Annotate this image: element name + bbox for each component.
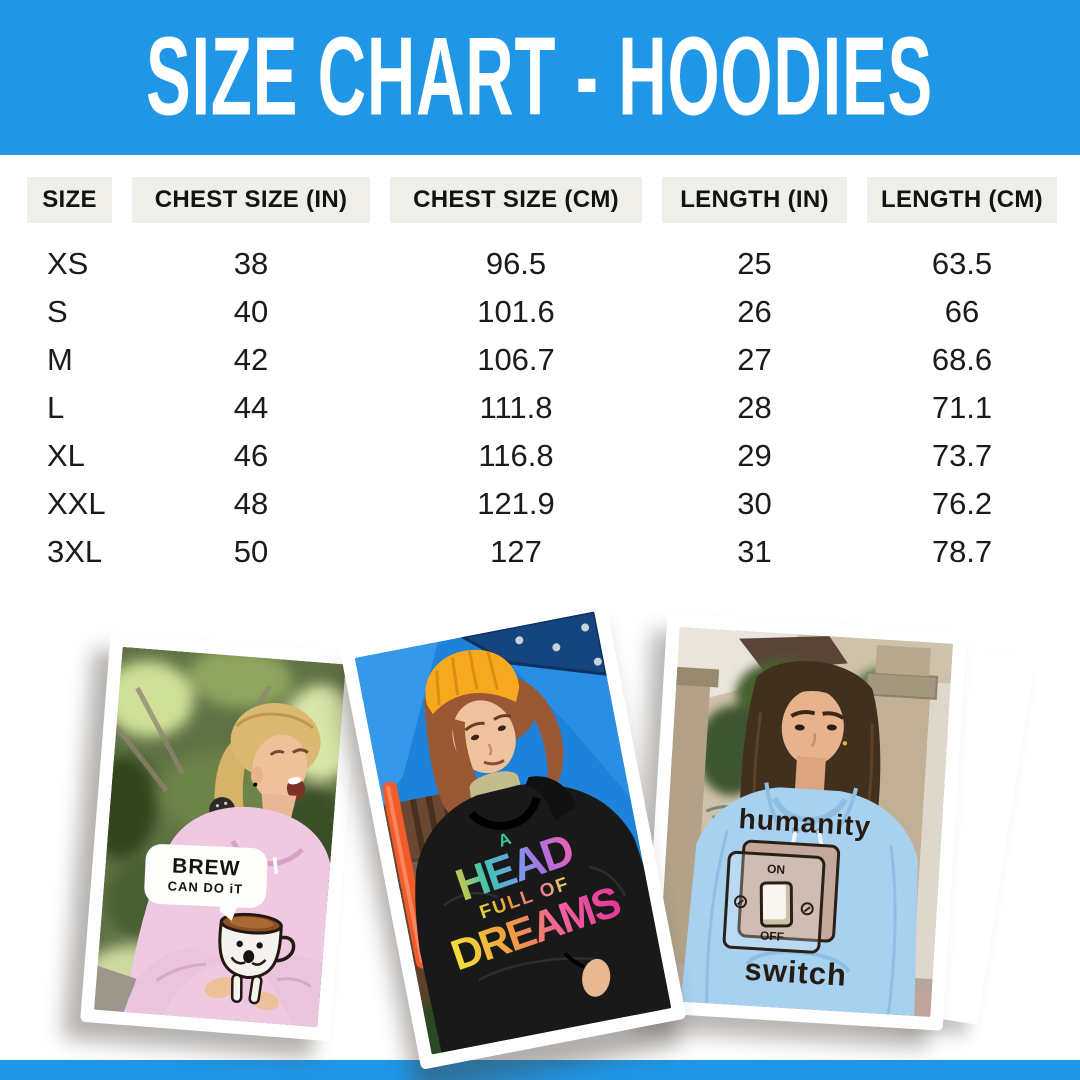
table-row-m: M 42 106.7 27 68.6 <box>27 336 1057 384</box>
cell-length-in: 31 <box>737 534 772 569</box>
cell-length-cm: 66 <box>944 294 980 329</box>
cell-length-cm: 68.6 <box>931 342 993 377</box>
screw-icon <box>733 894 748 909</box>
cell-length-cm: 63.5 <box>931 246 993 281</box>
photo-black-image: A HEAD FULL OF DREAMS <box>354 611 672 1055</box>
table-row-xs: XS 38 96.5 25 63.5 <box>27 240 1057 288</box>
column-header-length-cm: LENGTH (CM) <box>867 177 1057 223</box>
banner: SIZE CHART - HOODIES <box>0 0 1080 155</box>
cell-chest-in: 50 <box>233 534 269 569</box>
hoodie-photo-black: A HEAD FULL OF DREAMS <box>339 596 687 1070</box>
speech-bubble: BREW CAN DO iT <box>143 843 269 909</box>
switch-plate-graphic: ON OFF <box>722 838 846 955</box>
size-chart-table: SIZE CHEST SIZE (IN) CHEST SIZE (CM) LEN… <box>27 177 1057 576</box>
courtyard-scene <box>656 626 954 1018</box>
cell-length-cm: 73.7 <box>931 438 993 473</box>
cell-size: 3XL <box>47 534 103 569</box>
cell-chest-cm: 111.8 <box>479 390 553 425</box>
table-header-row: SIZE CHEST SIZE (IN) CHEST SIZE (CM) LEN… <box>27 177 1057 223</box>
bubble-text-can-do-it: CAN DO iT <box>167 878 244 897</box>
switch-plate-face: ON OFF <box>722 850 826 955</box>
cell-size: XXL <box>47 486 106 521</box>
cell-size: S <box>47 294 68 329</box>
switch-toggle <box>759 881 794 928</box>
cell-chest-in: 48 <box>233 486 269 521</box>
column-header-length-in: LENGTH (IN) <box>662 177 847 223</box>
man-black <box>415 649 672 1053</box>
cell-length-cm: 76.2 <box>931 486 993 521</box>
hoodie-photo-blue: humanity ON OFF switch <box>643 613 967 1031</box>
switch-off-label: OFF <box>759 928 785 944</box>
cell-chest-cm: 96.5 <box>485 246 547 281</box>
column-header-size: SIZE <box>27 177 112 223</box>
coffee-mug-graphic <box>218 912 296 1005</box>
switch-on-label: ON <box>766 861 786 877</box>
cell-size: XL <box>47 438 85 473</box>
cell-chest-cm: 116.8 <box>478 438 554 473</box>
table-body: XS 38 96.5 25 63.5 S 40 101.6 26 66 M 42… <box>27 240 1057 576</box>
forest-scene <box>94 646 346 1028</box>
cell-chest-in: 42 <box>233 342 269 377</box>
cell-chest-in: 46 <box>233 438 269 473</box>
cell-chest-in: 44 <box>233 390 269 425</box>
hoodie-photo-pink: BREW CAN DO iT <box>80 632 360 1042</box>
photo-pink-image: BREW CAN DO iT <box>94 646 346 1028</box>
cell-length-in: 25 <box>737 246 772 281</box>
column-header-chest-cm: CHEST SIZE (CM) <box>390 177 642 223</box>
cell-chest-in: 38 <box>233 246 269 281</box>
cell-chest-in: 40 <box>233 294 269 329</box>
cell-length-in: 26 <box>737 294 772 329</box>
cell-length-cm: 71.1 <box>931 390 993 425</box>
footer-stripe <box>0 1060 1080 1080</box>
playground-scene <box>354 611 672 1055</box>
cell-size: M <box>47 342 73 377</box>
table-row-l: L 44 111.8 28 71.1 <box>27 384 1057 432</box>
page-title: SIZE CHART - HOODIES <box>146 14 934 140</box>
cell-chest-cm: 127 <box>490 534 542 569</box>
cell-size: XS <box>47 246 89 281</box>
cell-length-in: 27 <box>737 342 772 377</box>
column-header-chest-in: CHEST SIZE (IN) <box>132 177 370 223</box>
cell-length-in: 29 <box>737 438 772 473</box>
cell-chest-cm: 101.6 <box>477 294 555 329</box>
screw-icon <box>800 901 815 916</box>
table-row-3xl: 3XL 50 127 31 78.7 <box>27 528 1057 576</box>
table-row-xxl: XXL 48 121.9 30 76.2 <box>27 480 1057 528</box>
photo-blue-image: humanity ON OFF switch <box>656 626 954 1018</box>
table-row-s: S 40 101.6 26 66 <box>27 288 1057 336</box>
cell-length-in: 28 <box>737 390 772 425</box>
cell-chest-cm: 121.9 <box>477 486 555 521</box>
cell-length-in: 30 <box>737 486 772 521</box>
cell-chest-cm: 106.7 <box>477 342 555 377</box>
cell-length-cm: 78.7 <box>931 534 993 569</box>
bubble-text-brew: BREW <box>171 854 241 881</box>
table-row-xl: XL 46 116.8 29 73.7 <box>27 432 1057 480</box>
cell-size: L <box>47 390 65 425</box>
